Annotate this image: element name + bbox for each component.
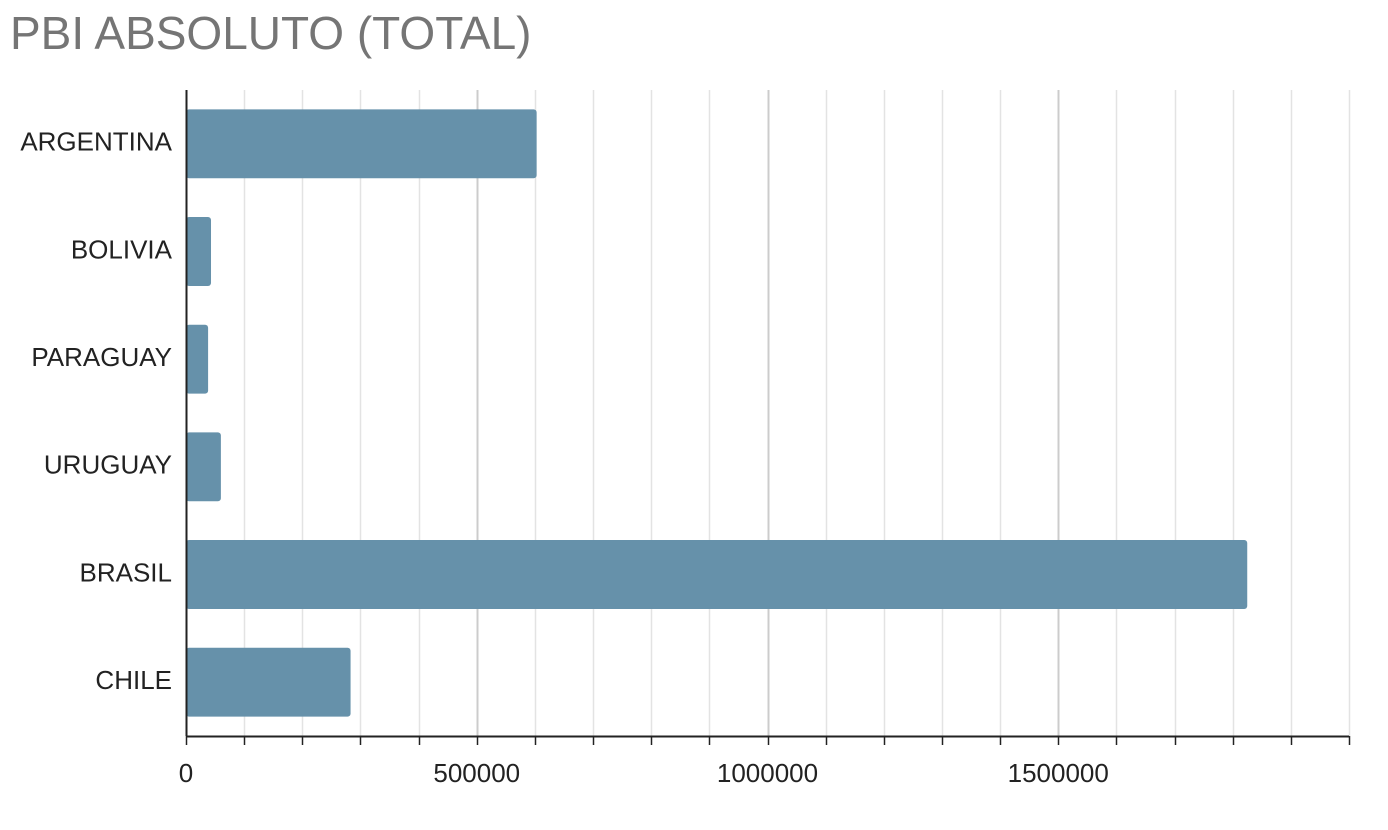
gridlines [243, 90, 1351, 736]
bar-chile [186, 647, 351, 717]
category-label-brasil: BRASIL [80, 557, 173, 587]
chart-title: PBI ABSOLUTO (TOTAL) [10, 7, 532, 59]
x-tick-label-1000000: 1000000 [717, 758, 818, 788]
x-tick-label-500000: 500000 [433, 758, 520, 788]
category-label-uruguay: URUGUAY [44, 450, 172, 480]
x-tick-label-0: 0 [179, 758, 193, 788]
x-tick-label-1500000: 1500000 [1008, 758, 1109, 788]
bar-bolivia [186, 217, 212, 286]
bars [186, 109, 1248, 717]
category-label-argentina: ARGENTINA [20, 127, 172, 157]
bar-brasil [186, 540, 1248, 609]
bar-uruguay [186, 432, 221, 502]
axes [185, 90, 1351, 745]
axis-labels: ARGENTINA BOLIVIA PARAGUAY URUGUAY BRASIL CHI… [20, 127, 1109, 788]
category-label-paraguay: PARAGUAY [31, 342, 172, 372]
category-label-bolivia: BOLIVIA [71, 234, 173, 264]
bar-paraguay [186, 324, 209, 394]
bar-argentina [186, 109, 537, 179]
category-label-chile: CHILE [95, 665, 172, 695]
